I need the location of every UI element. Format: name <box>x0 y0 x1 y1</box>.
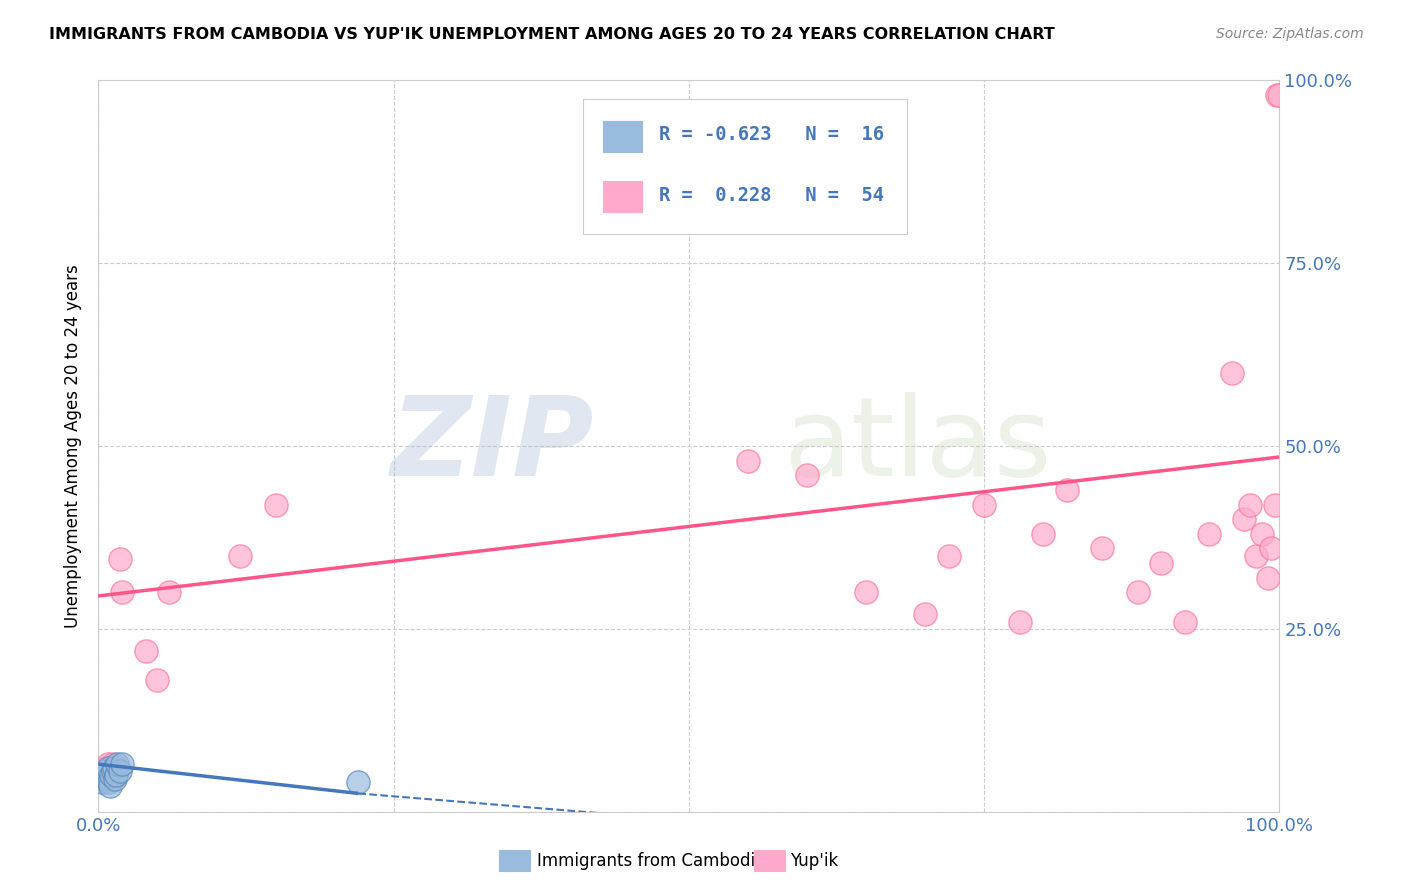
Y-axis label: Unemployment Among Ages 20 to 24 years: Unemployment Among Ages 20 to 24 years <box>65 264 83 628</box>
Point <box>91 768 114 782</box>
Text: Source: ZipAtlas.com: Source: ZipAtlas.com <box>1216 27 1364 41</box>
Text: R = -0.623   N =  16: R = -0.623 N = 16 <box>659 125 884 144</box>
Point <box>101 757 124 772</box>
Point <box>96 768 118 782</box>
Point <box>264 498 287 512</box>
Point <box>1265 87 1288 102</box>
Point <box>105 757 128 772</box>
Point <box>914 607 936 622</box>
Point <box>103 761 125 775</box>
Point <box>1091 541 1114 556</box>
Point <box>135 644 157 658</box>
Point <box>229 549 252 563</box>
Point <box>111 757 134 772</box>
Point <box>97 761 120 775</box>
Point <box>146 673 169 687</box>
Point <box>1233 512 1256 526</box>
Text: R =  0.228   N =  54: R = 0.228 N = 54 <box>659 186 884 205</box>
Point <box>93 768 115 782</box>
Point <box>1220 366 1243 380</box>
Point <box>1260 541 1282 556</box>
Text: ZIP: ZIP <box>391 392 595 500</box>
Point <box>157 585 180 599</box>
Point <box>98 764 121 779</box>
Point <box>94 764 117 779</box>
Point <box>100 768 122 782</box>
Point <box>100 768 122 782</box>
Point <box>94 761 117 775</box>
Text: Yup'ik: Yup'ik <box>790 852 838 870</box>
Point <box>1056 483 1078 497</box>
Point <box>108 764 131 779</box>
Point <box>111 585 134 599</box>
Point <box>108 552 131 566</box>
Point <box>98 779 121 793</box>
Point <box>1150 556 1173 570</box>
Point <box>1174 615 1197 629</box>
Point <box>1239 498 1261 512</box>
Text: atlas: atlas <box>783 392 1052 500</box>
Point <box>1244 549 1267 563</box>
Point <box>737 453 759 467</box>
Point <box>1250 526 1272 541</box>
Point <box>104 772 127 786</box>
Point <box>1268 87 1291 102</box>
Point <box>91 775 114 789</box>
FancyBboxPatch shape <box>582 99 907 234</box>
Point <box>98 761 121 775</box>
Point <box>1008 615 1031 629</box>
Point <box>796 468 818 483</box>
Point <box>98 775 121 789</box>
Point <box>1032 526 1054 541</box>
Point <box>973 498 995 512</box>
Point <box>1198 526 1220 541</box>
Point <box>347 775 370 789</box>
Point <box>96 772 118 786</box>
Point <box>105 768 128 782</box>
Point <box>97 757 120 772</box>
Point <box>93 764 115 779</box>
Point <box>855 585 877 599</box>
Text: IMMIGRANTS FROM CAMBODIA VS YUP'IK UNEMPLOYMENT AMONG AGES 20 TO 24 YEARS CORREL: IMMIGRANTS FROM CAMBODIA VS YUP'IK UNEMP… <box>49 27 1054 42</box>
Point <box>103 764 125 779</box>
Point <box>104 761 127 775</box>
Point <box>105 768 128 782</box>
Point <box>1126 585 1149 599</box>
Bar <box>603 121 641 152</box>
Bar <box>603 181 641 212</box>
Point <box>105 764 128 779</box>
Point <box>1257 571 1279 585</box>
Point <box>938 549 960 563</box>
Point <box>101 764 124 779</box>
Text: Immigrants from Cambodia: Immigrants from Cambodia <box>537 852 765 870</box>
Point <box>1264 498 1286 512</box>
